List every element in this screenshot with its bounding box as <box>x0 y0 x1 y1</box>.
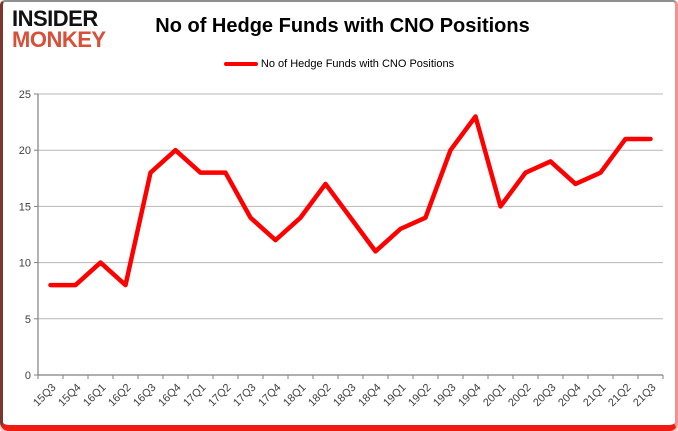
x-axis-label: 21Q1 <box>581 382 609 410</box>
line-chart: 051015202515Q315Q416Q116Q216Q316Q417Q117… <box>19 89 664 410</box>
x-axis-label: 17Q3 <box>231 382 259 410</box>
x-axis-label: 21Q2 <box>606 382 634 410</box>
x-axis-label: 21Q3 <box>631 382 659 410</box>
x-axis-label: 18Q2 <box>306 382 334 410</box>
x-axis-label: 17Q1 <box>181 382 209 410</box>
x-axis-label: 15Q4 <box>56 382 84 410</box>
insider-monkey-logo: INSIDER MONKEY <box>12 6 106 52</box>
y-axis-label: 10 <box>19 258 31 270</box>
x-axis-label: 16Q1 <box>81 382 109 410</box>
x-axis-label: 18Q4 <box>356 382 384 410</box>
x-axis-label: 20Q2 <box>506 382 534 410</box>
y-axis-label: 25 <box>19 89 31 101</box>
x-axis-label: 20Q4 <box>556 382 584 410</box>
x-axis-label: 20Q1 <box>481 382 509 410</box>
x-axis-label: 19Q2 <box>406 382 434 410</box>
legend-line-swatch <box>223 62 258 66</box>
y-axis-label: 0 <box>25 370 31 382</box>
x-axis-label: 16Q4 <box>156 382 184 410</box>
legend: No of Hedge Funds with CNO Positions <box>3 58 675 70</box>
x-axis-label: 19Q1 <box>381 382 409 410</box>
chart-title: No of Hedge Funds with CNO Positions <box>155 15 530 37</box>
y-axis-label: 5 <box>25 314 31 326</box>
x-axis-label: 18Q3 <box>331 382 359 410</box>
logo-text-insider: INSIDER <box>12 6 98 31</box>
x-axis-label: 16Q3 <box>131 382 159 410</box>
legend-label: No of Hedge Funds with CNO Positions <box>260 58 455 70</box>
x-axis-label: 16Q2 <box>106 382 134 410</box>
x-axis-label: 17Q4 <box>256 382 284 410</box>
x-axis-label: 17Q2 <box>206 382 234 410</box>
data-line <box>48 114 653 288</box>
x-axis-label: 18Q1 <box>281 382 309 410</box>
x-axis-label: 19Q3 <box>431 382 459 410</box>
logo-text-monkey: MONKEY <box>12 26 106 52</box>
y-axis-label: 20 <box>19 145 31 157</box>
x-axis-label: 20Q3 <box>531 382 559 410</box>
x-axis-label: 15Q3 <box>31 382 59 410</box>
x-axis-label: 19Q4 <box>456 382 484 410</box>
y-axis-label: 15 <box>19 201 31 213</box>
